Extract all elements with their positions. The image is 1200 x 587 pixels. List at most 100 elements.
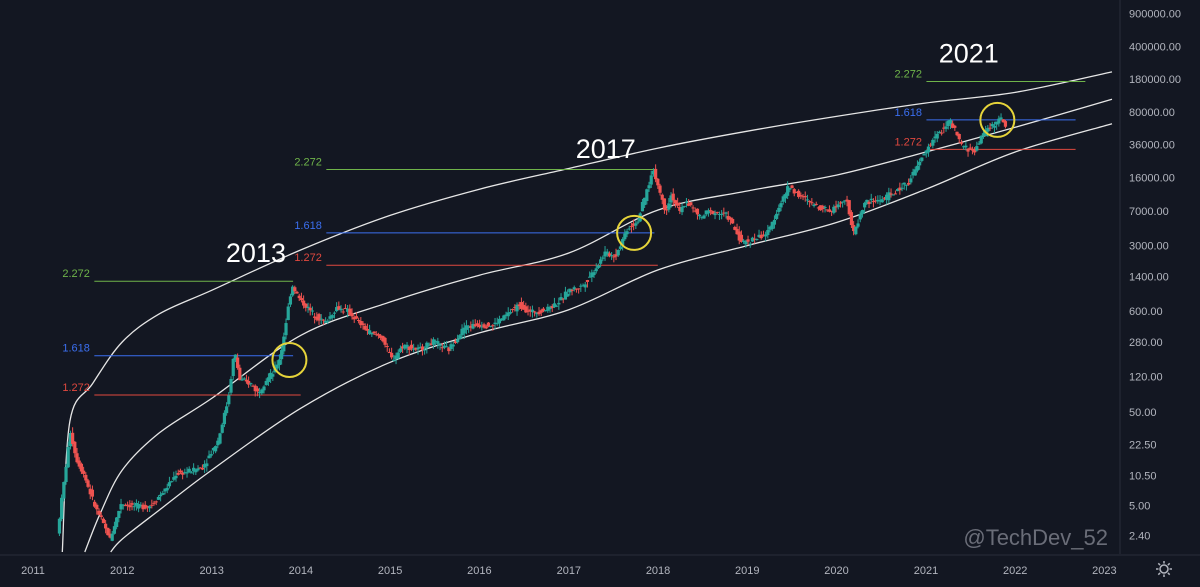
- candle-body: [775, 213, 779, 219]
- candle-body: [541, 308, 546, 312]
- candle-body: [194, 469, 198, 473]
- candle-body: [790, 185, 794, 189]
- candle-body: [913, 169, 917, 176]
- candle-body: [489, 326, 493, 328]
- x-tick-label: 2014: [289, 565, 313, 577]
- candle-body: [238, 367, 242, 381]
- candle-body: [904, 184, 909, 186]
- candle-body: [995, 121, 999, 125]
- candle-body: [478, 324, 482, 328]
- candle-body: [220, 424, 224, 433]
- candle-body: [535, 312, 539, 315]
- candle-body: [321, 319, 326, 321]
- candle-body: [374, 333, 378, 335]
- candle-body: [332, 312, 337, 314]
- candle-body: [163, 488, 167, 492]
- candle-body: [761, 234, 766, 236]
- y-tick-label: 1400.00: [1129, 272, 1169, 284]
- candle-body: [504, 314, 508, 316]
- candle-body: [792, 189, 796, 194]
- candle-body: [405, 344, 409, 348]
- candle-body: [915, 165, 920, 171]
- candle-body: [814, 203, 818, 205]
- candle-body: [693, 210, 697, 212]
- candle-body: [691, 207, 695, 209]
- candle-body: [572, 287, 576, 290]
- candle-body: [876, 199, 880, 202]
- candle-body: [141, 504, 145, 510]
- candle-body: [401, 346, 405, 349]
- candle-body: [62, 482, 66, 499]
- candle-body: [911, 171, 915, 176]
- candle-body: [128, 505, 132, 508]
- candle-body: [95, 504, 99, 510]
- candle-body: [449, 344, 453, 350]
- candle-body: [612, 256, 616, 258]
- candle-body: [988, 127, 992, 129]
- settings-gear-icon[interactable]: [1156, 561, 1172, 577]
- candle-body: [66, 446, 70, 468]
- candle-body: [673, 200, 678, 204]
- candle-body: [924, 150, 928, 154]
- candle-body: [150, 504, 154, 506]
- candle-body: [579, 285, 583, 287]
- candle-body: [119, 504, 123, 510]
- candle-body: [869, 198, 873, 201]
- fib-level-label: 1.272: [62, 382, 90, 394]
- candle-body: [981, 133, 986, 136]
- candle-body: [176, 472, 180, 475]
- fib-level-label: 1.618: [894, 107, 922, 119]
- highlight-circle: [271, 341, 308, 378]
- candle-body: [746, 239, 750, 242]
- candle-body: [533, 311, 537, 313]
- candle-body: [145, 505, 150, 507]
- candle-body: [277, 359, 282, 366]
- fib-level-label: 1.618: [294, 220, 322, 232]
- candle-body: [667, 203, 671, 210]
- candle-body: [621, 239, 625, 245]
- candle-body: [207, 455, 211, 459]
- candle-body: [409, 344, 414, 349]
- candle-body: [528, 309, 532, 312]
- candle-body: [123, 505, 128, 507]
- candle-body: [649, 175, 653, 185]
- candle-body: [997, 118, 1001, 124]
- candle-body: [753, 238, 757, 240]
- candle-body: [394, 355, 398, 360]
- candle-body: [537, 311, 541, 315]
- candle-body: [370, 332, 374, 335]
- candle-body: [352, 317, 356, 320]
- candle-body: [568, 288, 572, 293]
- candle-body: [387, 352, 392, 354]
- candle-body: [860, 210, 865, 215]
- candle-body: [768, 226, 772, 230]
- highlight-circles: [271, 101, 1016, 378]
- x-tick-label: 2019: [735, 565, 759, 577]
- candles: [57, 113, 1008, 542]
- candle-body: [412, 348, 416, 350]
- candle-body: [797, 190, 801, 197]
- candle-body: [700, 216, 704, 218]
- candle-body: [973, 148, 977, 153]
- candle-body: [832, 206, 836, 213]
- candle-body: [977, 143, 981, 145]
- candle-body: [326, 320, 330, 322]
- era-annotations: 2013 2017 2021: [226, 39, 999, 268]
- candle-body: [550, 306, 554, 308]
- y-tick-label: 10.50: [1129, 471, 1157, 483]
- candle-body: [715, 211, 719, 213]
- candle-body: [656, 178, 660, 186]
- candle-body: [561, 298, 565, 300]
- candle-body: [588, 276, 592, 278]
- candle-body: [317, 314, 321, 321]
- candle-body: [337, 306, 341, 310]
- candle-body: [445, 346, 449, 348]
- candle-body: [849, 212, 854, 226]
- candle-body: [359, 320, 363, 326]
- candle-body: [134, 502, 139, 506]
- candle-body: [222, 412, 227, 425]
- candle-body: [590, 272, 594, 278]
- candle-body: [810, 202, 814, 204]
- candle-body: [788, 188, 792, 190]
